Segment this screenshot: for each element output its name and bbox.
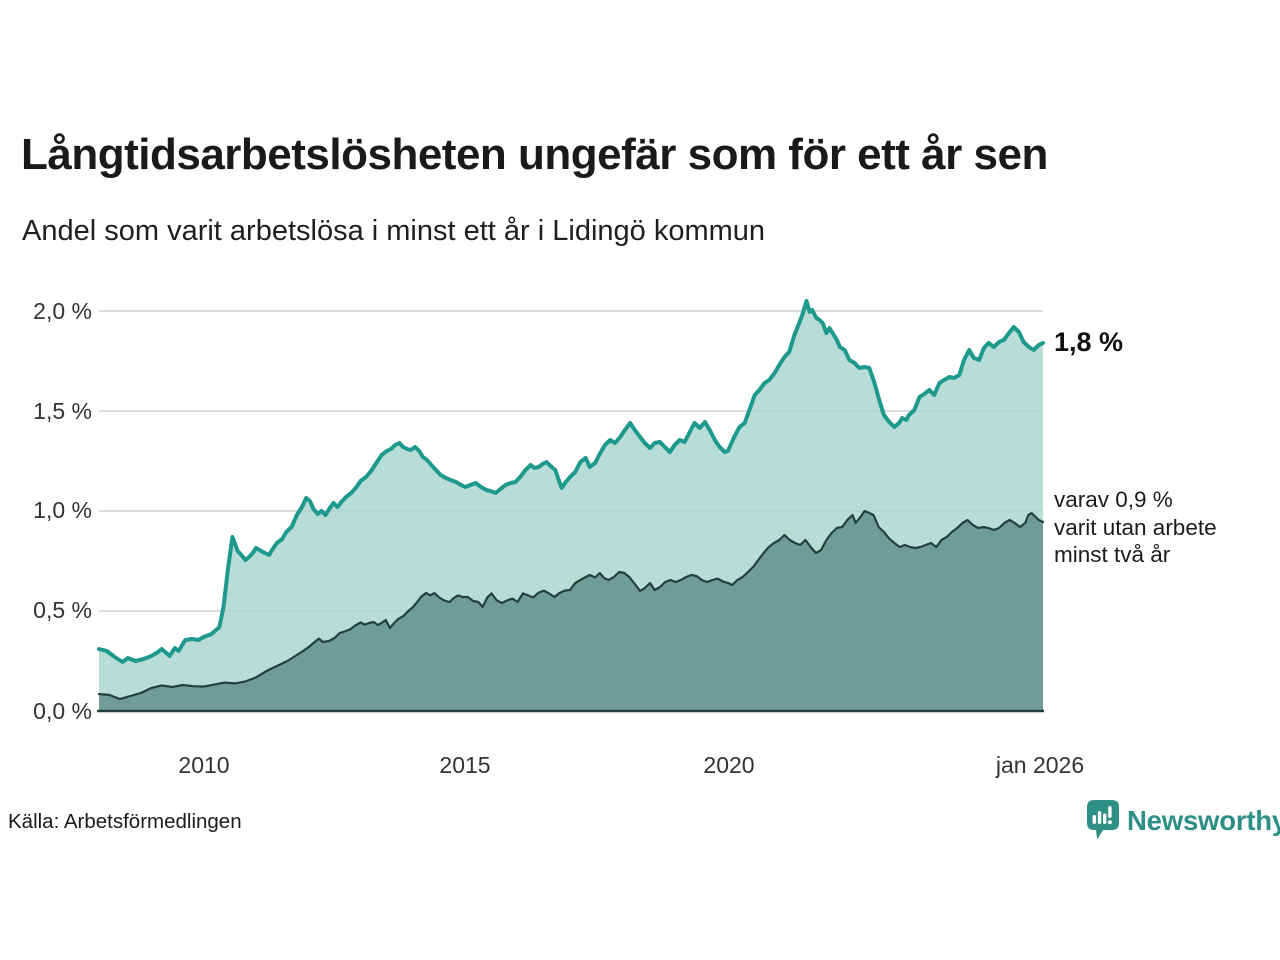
x-axis-tick: 2020 — [703, 752, 755, 778]
page-title: Långtidsarbetslösheten ungefär som för e… — [21, 130, 1048, 179]
x-axis-tick: 2010 — [178, 752, 230, 778]
x-axis-tick: 2015 — [439, 752, 491, 778]
y-axis-tick: 2,0 % — [33, 298, 92, 324]
two-year-annotation-line: varit utan arbete — [1054, 514, 1217, 540]
y-axis-tick: 1,5 % — [33, 398, 92, 424]
source-credit: Källa: Arbetsförmedlingen — [8, 810, 242, 833]
y-axis-tick: 0,0 % — [33, 698, 92, 724]
chart-subtitle: Andel som varit arbetslösa i minst ett å… — [22, 215, 766, 247]
two-year-annotation-line: minst två år — [1054, 542, 1171, 567]
two-year-annotation: varav 0,9 % varit utan arbete minst två … — [1054, 486, 1217, 569]
y-axis-tick: 0,5 % — [33, 597, 92, 623]
brand-name: Newsworthy — [1127, 805, 1280, 836]
newsworthy-logo-icon — [1087, 800, 1119, 840]
two-year-annotation-line: varav 0,9 % — [1054, 487, 1173, 512]
series-end-value-label: 1,8 % — [1054, 327, 1124, 357]
brand-logo: Newsworthy — [1086, 799, 1280, 841]
y-axis-tick: 1,0 % — [33, 497, 92, 523]
x-axis-tick: jan 2026 — [995, 752, 1085, 778]
